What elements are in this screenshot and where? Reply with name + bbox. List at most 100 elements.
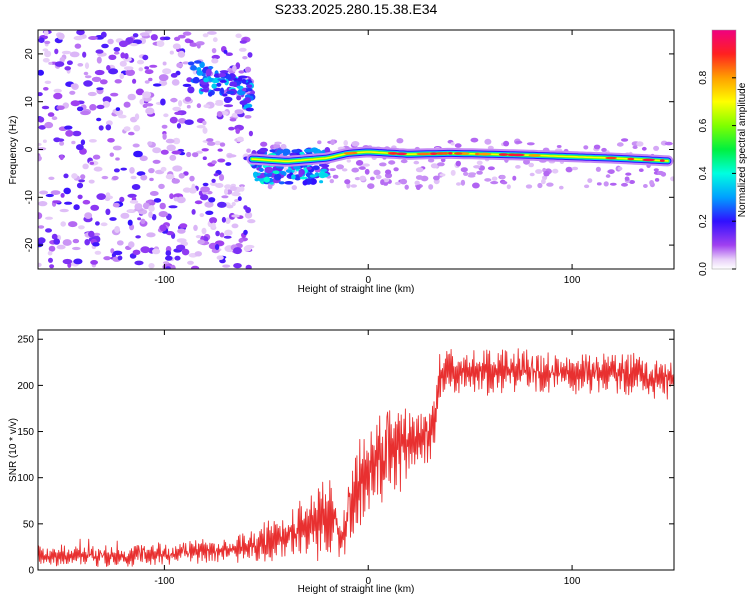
noise-blob (224, 184, 232, 189)
noise-blob (132, 33, 139, 38)
noise-blob (217, 148, 223, 152)
noise-blob (135, 88, 144, 96)
noise-blob (88, 36, 98, 40)
noise-blob (45, 216, 53, 220)
cluster-blob (253, 171, 258, 178)
noise-blob (112, 202, 120, 208)
noise-blob (187, 86, 195, 94)
noise-blob (59, 208, 69, 213)
cluster-blob (190, 65, 197, 71)
noise-blob (197, 239, 205, 245)
noise-blob (174, 36, 181, 42)
noise-blob (56, 244, 66, 250)
noise-blob (109, 217, 117, 221)
noise-blob (439, 173, 446, 177)
noise-blob (114, 226, 120, 233)
noise-blob (215, 230, 220, 237)
noise-blob (82, 199, 91, 205)
signal-peak (430, 152, 438, 155)
noise-blob (221, 216, 226, 223)
noise-blob (235, 128, 240, 134)
cluster-blob (306, 166, 312, 170)
y-tick-label: -10 (24, 190, 35, 205)
noise-blob (136, 59, 145, 65)
noise-blob (148, 263, 155, 269)
noise-blob (512, 175, 517, 181)
noise-blob (103, 256, 111, 261)
noise-blob (238, 238, 244, 244)
y-tick-label: 0 (24, 146, 35, 152)
noise-blob (214, 101, 224, 106)
cluster-blob (207, 91, 213, 97)
noise-blob (526, 142, 535, 146)
noise-blob (194, 251, 202, 257)
noise-blob (587, 178, 593, 184)
noise-blob (177, 50, 186, 58)
noise-blob (641, 146, 647, 151)
noise-blob (621, 182, 628, 187)
spectrogram-y-ticks: -20 -10 0 10 20 (24, 48, 674, 252)
noise-blob (149, 177, 154, 182)
noise-blob (603, 181, 609, 187)
noise-blob (201, 227, 207, 235)
spectrogram-content (38, 30, 674, 269)
noise-blob (364, 168, 370, 175)
noise-blob (148, 211, 153, 218)
noise-blob (38, 155, 42, 162)
noise-blob (39, 190, 49, 195)
noise-blob (127, 93, 136, 101)
cluster-blob (291, 174, 296, 180)
noise-blob (116, 240, 124, 246)
noise-blob (617, 166, 623, 171)
snr-panel: -100 0 100 0 50 100 150 200 250 Height of strai… (8, 329, 675, 595)
noise-blob (224, 188, 228, 195)
noise-blob (499, 174, 506, 180)
noise-blob (195, 235, 202, 239)
cluster-blob (213, 87, 222, 92)
cluster-blob (239, 100, 248, 106)
noise-blob (501, 181, 508, 185)
noise-blob (225, 162, 232, 166)
noise-blob (74, 43, 82, 49)
noise-blob (379, 162, 387, 167)
noise-blob (165, 255, 173, 261)
noise-blob (84, 239, 90, 246)
noise-blob (207, 31, 217, 35)
noise-blob (229, 118, 237, 122)
noise-blob (178, 118, 187, 124)
noise-blob (236, 136, 244, 142)
noise-blob (393, 167, 399, 172)
noise-blob (114, 51, 120, 55)
noise-blob (343, 140, 349, 146)
noise-blob (176, 244, 186, 251)
noise-blob (129, 43, 138, 47)
noise-blob (625, 172, 632, 176)
page-title: S233.2025.280.15.38.E34 (275, 1, 438, 17)
noise-blob (491, 176, 498, 181)
cluster-blob (211, 79, 220, 84)
cluster-blob (304, 148, 313, 153)
noise-blob (460, 179, 466, 186)
noise-blob (202, 156, 207, 160)
noise-blob (394, 181, 401, 186)
noise-blob (178, 100, 183, 107)
noise-blob (552, 168, 559, 174)
cluster-blob (219, 70, 229, 74)
noise-blob (96, 56, 102, 64)
colorbar-ticks: 0.0 0.2 0.4 0.6 0.8 (698, 70, 736, 276)
noise-blob (199, 213, 205, 218)
noise-blob (95, 221, 100, 226)
noise-blob (76, 182, 84, 189)
x-tick-label: -100 (154, 576, 174, 587)
noise-blob (428, 184, 434, 190)
snr-x-ticks: -100 0 100 (154, 330, 581, 587)
noise-blob (113, 250, 123, 256)
noise-blob (247, 52, 253, 58)
noise-blob (165, 173, 175, 180)
noise-blob (178, 173, 185, 179)
noise-blob (237, 196, 242, 202)
noise-blob (184, 119, 194, 125)
noise-blob (209, 217, 218, 224)
cluster-blob (245, 107, 254, 112)
